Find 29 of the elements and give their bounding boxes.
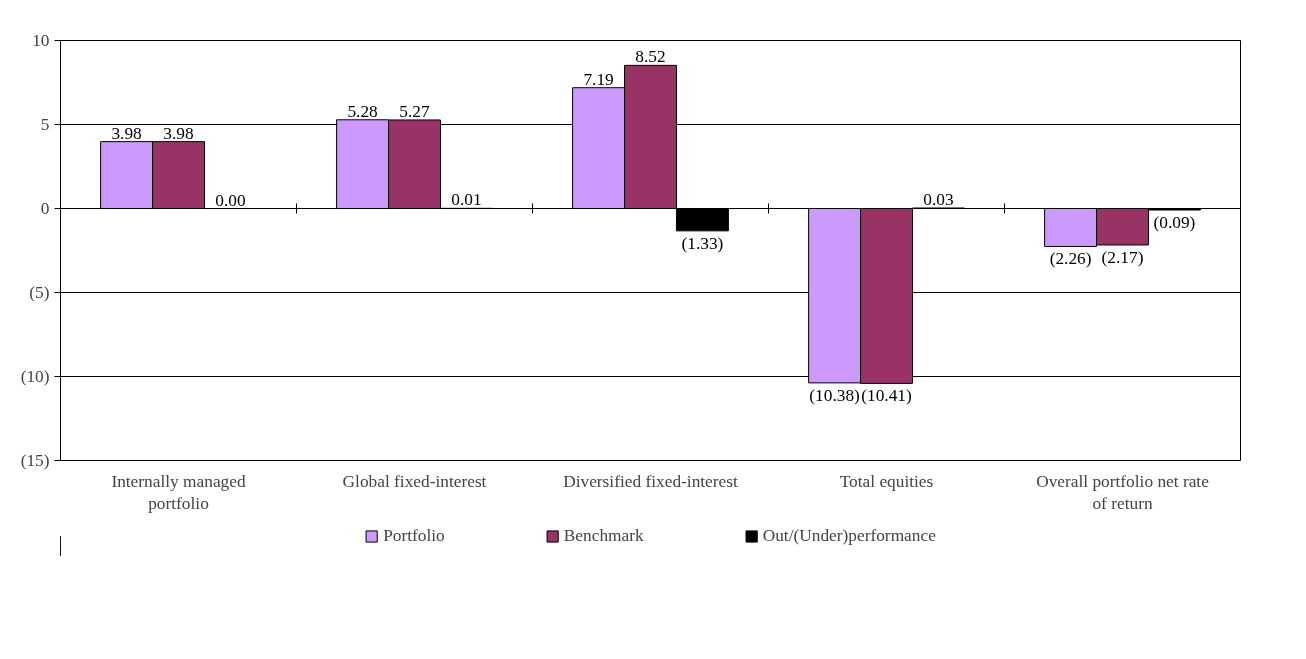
data-label: 0.00	[215, 190, 246, 210]
data-label: 8.52	[635, 47, 666, 67]
data-label: (2.26)	[1049, 249, 1092, 269]
y-tick-label: 10	[32, 31, 50, 50]
legend-label: Portfolio	[383, 526, 445, 546]
x-tick-label: Internally managed portfolio	[111, 471, 246, 514]
data-label: 0.03	[923, 190, 954, 209]
data-label: 7.19	[583, 69, 614, 89]
data-label: 0.01	[451, 190, 482, 210]
data-label: 3.98	[163, 123, 194, 143]
data-label: (10.38)	[809, 385, 861, 405]
x-tick-label: Overall portfolio net rate of return	[1036, 471, 1210, 514]
y-tick-label: (15)	[20, 451, 50, 470]
legend-label: Benchmark	[563, 526, 644, 546]
data-label: 5.27	[399, 101, 430, 121]
data-label: (1.33)	[681, 233, 724, 253]
y-tick-label: 0	[40, 199, 50, 218]
data-label: 5.28	[347, 101, 378, 121]
y-tick-label: (5)	[29, 283, 50, 302]
data-label: 3.98	[111, 123, 142, 143]
x-tick-label: Diversified fixed-interest	[563, 471, 739, 491]
x-tick-label: Total equities	[839, 471, 934, 491]
y-tick-label: 5	[40, 115, 50, 134]
data-label: (0.09)	[1153, 213, 1196, 233]
y-tick-label: (10)	[20, 367, 50, 386]
data-label: (2.17)	[1101, 247, 1144, 267]
legend-label: Out/(Under)performance	[762, 526, 936, 546]
data-label: (10.41)	[861, 386, 912, 406]
x-tick-label: Global fixed-interest	[342, 471, 487, 491]
